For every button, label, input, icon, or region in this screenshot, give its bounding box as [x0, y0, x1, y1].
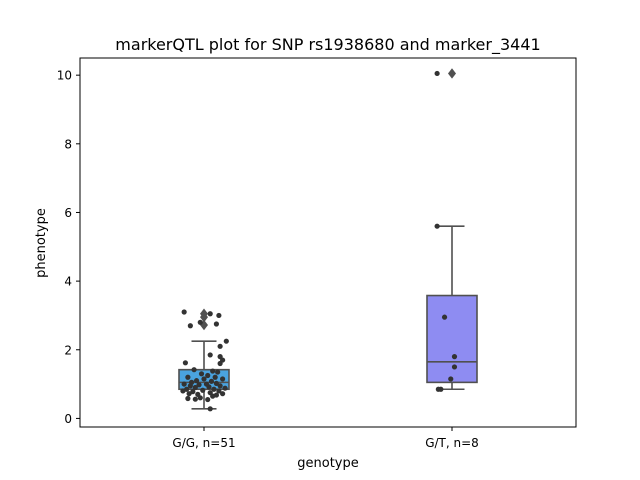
y-tick-label: 4	[64, 275, 72, 289]
data-point	[451, 354, 458, 360]
y-tick-label: 0	[64, 412, 72, 426]
data-point	[217, 383, 223, 389]
data-point	[213, 321, 219, 327]
data-point	[201, 376, 207, 382]
data-point	[181, 381, 187, 387]
data-point	[198, 371, 205, 377]
data-point	[448, 376, 454, 382]
plot-area	[178, 68, 478, 412]
axes: 0 2 4 6 8 10 G/G, n=51 G/T, n=8	[57, 69, 479, 450]
data-point	[196, 382, 202, 388]
data-point	[185, 395, 191, 402]
y-tick-label: 10	[57, 69, 72, 83]
data-point	[187, 383, 193, 389]
data-point	[215, 369, 221, 375]
data-point	[197, 395, 203, 401]
data-point	[200, 387, 206, 393]
data-point	[206, 384, 212, 390]
data-point	[181, 309, 187, 315]
data-point	[187, 323, 193, 329]
data-point	[441, 314, 448, 320]
data-point	[217, 343, 223, 349]
data-point	[192, 396, 198, 402]
box-body	[426, 294, 478, 384]
data-point	[435, 386, 441, 392]
data-point	[210, 368, 216, 374]
data-point	[222, 385, 228, 391]
data-point	[197, 319, 203, 325]
chart-title: markerQTL plot for SNP rs1938680 and mar…	[115, 35, 540, 55]
data-point	[216, 388, 222, 394]
data-point	[182, 360, 188, 366]
x-axis-label: genotype	[297, 456, 358, 471]
data-point	[212, 374, 218, 380]
data-point	[208, 378, 215, 384]
x-tick-label: G/G, n=51	[172, 436, 235, 450]
data-point	[207, 406, 213, 412]
data-point	[205, 396, 211, 403]
data-point	[207, 352, 213, 358]
y-tick-label: 6	[64, 206, 72, 220]
box-outlier	[448, 68, 456, 79]
data-point	[434, 223, 440, 229]
data-point	[216, 312, 222, 319]
data-point	[211, 386, 217, 392]
data-point	[220, 376, 226, 382]
data-point	[192, 384, 198, 391]
data-point	[217, 360, 223, 367]
data-point	[191, 367, 197, 373]
data-point	[186, 391, 192, 397]
y-tick-label: 2	[64, 343, 72, 357]
data-point	[193, 378, 200, 384]
y-axis-label: phenotype	[34, 208, 49, 278]
x-tick-label: G/T, n=8	[425, 436, 479, 450]
data-point	[451, 364, 458, 370]
data-point	[185, 374, 191, 380]
data-point	[180, 388, 186, 394]
y-tick-label: 8	[64, 137, 72, 151]
box-outlier	[200, 308, 208, 319]
plot-frame	[79, 57, 577, 428]
data-point	[210, 393, 216, 399]
data-point	[223, 338, 229, 344]
data-point	[205, 372, 211, 379]
data-point	[213, 380, 219, 387]
data-point	[220, 391, 226, 397]
data-point	[434, 70, 440, 77]
data-point	[207, 311, 213, 317]
